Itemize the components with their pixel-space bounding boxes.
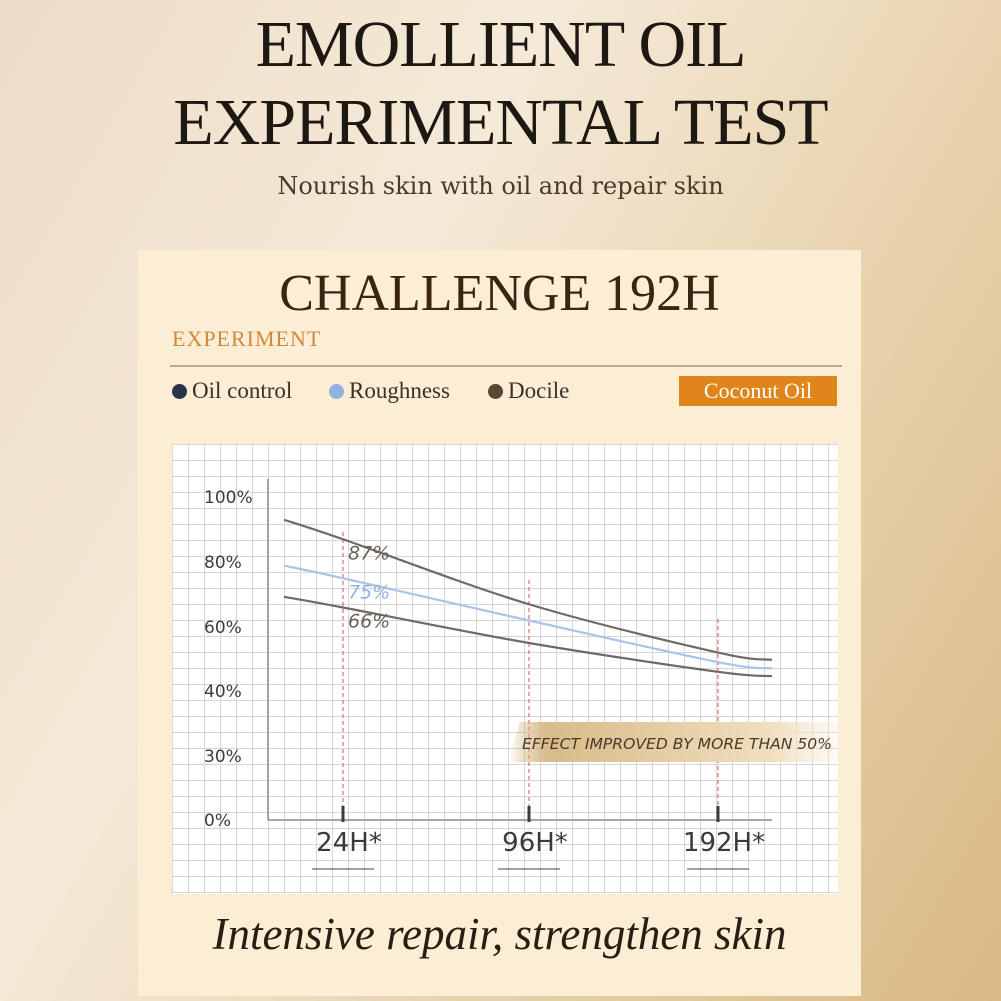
y-tick-label: 0%: [204, 811, 231, 831]
annotation-text: EFFECT IMPROVED BY MORE THAN 50%: [522, 735, 832, 753]
chart-guides: [341, 532, 720, 822]
subtitle: Nourish skin with oil and repair skin: [277, 172, 724, 200]
point-label: 87%: [348, 542, 390, 564]
legend-dot-docile: [488, 383, 503, 399]
point-label: 66%: [348, 611, 390, 633]
legend-dot-roughness: [329, 383, 344, 399]
card-title: CHALLENGE 192H: [279, 265, 720, 322]
legend-label-oil-control: Oil control: [192, 378, 293, 403]
y-tick-label: 60%: [204, 618, 242, 638]
coconut-oil-badge: Coconut Oil: [679, 376, 837, 406]
x-tick-label: 24H*: [316, 828, 382, 858]
point-label: 75%: [348, 581, 390, 603]
chart-annotation-group: EFFECT IMPROVED BY MORE THAN 50%: [508, 722, 838, 762]
line-roughness: [283, 564, 773, 670]
legend-label-roughness: Roughness: [349, 378, 450, 403]
title-line-2: EXPERIMENTAL TEST: [173, 86, 828, 159]
challenge-card: CHALLENGE 192H EXPERIMENT Oil control Ro…: [138, 250, 861, 996]
x-tick-label: 96H*: [502, 828, 568, 858]
legend-item-oil-control: Oil control: [172, 378, 292, 404]
legend-item-roughness: Roughness: [329, 378, 450, 404]
line-oil-control: [283, 518, 773, 661]
annotation-banner: [508, 722, 838, 762]
legend-label-docile: Docile: [508, 378, 570, 403]
chart-lines: [283, 518, 773, 678]
footer-tagline: Intensive repair, strengthen skin: [212, 909, 787, 959]
y-tick-label: 80%: [204, 553, 242, 573]
experiment-label: EXPERIMENT: [172, 326, 322, 351]
y-tick-label: 100%: [204, 488, 253, 508]
y-tick-label: 30%: [204, 747, 242, 767]
line-docile: [283, 595, 773, 678]
chart: 0% 30% 40% 60% 80% 100% 24H* 96H* 192H* 87% 75% 66…: [204, 479, 838, 870]
chart-panel: 0% 30% 40% 60% 80% 100% 24H* 96H* 192H* 87% 75% 66…: [172, 444, 838, 894]
legend-dot-oil-control: [172, 383, 187, 399]
chart-axes: 0% 30% 40% 60% 80% 100%: [204, 479, 772, 831]
y-tick-label: 40%: [204, 682, 242, 702]
legend-item-docile: Docile: [488, 378, 569, 404]
title-line-1: EMOLLIENT OIL: [255, 8, 747, 81]
x-tick-label: 192H*: [683, 828, 765, 858]
chart-labels: 24H* 96H* 192H* 87% 75% 66%: [312, 542, 765, 870]
divider: [170, 365, 842, 367]
